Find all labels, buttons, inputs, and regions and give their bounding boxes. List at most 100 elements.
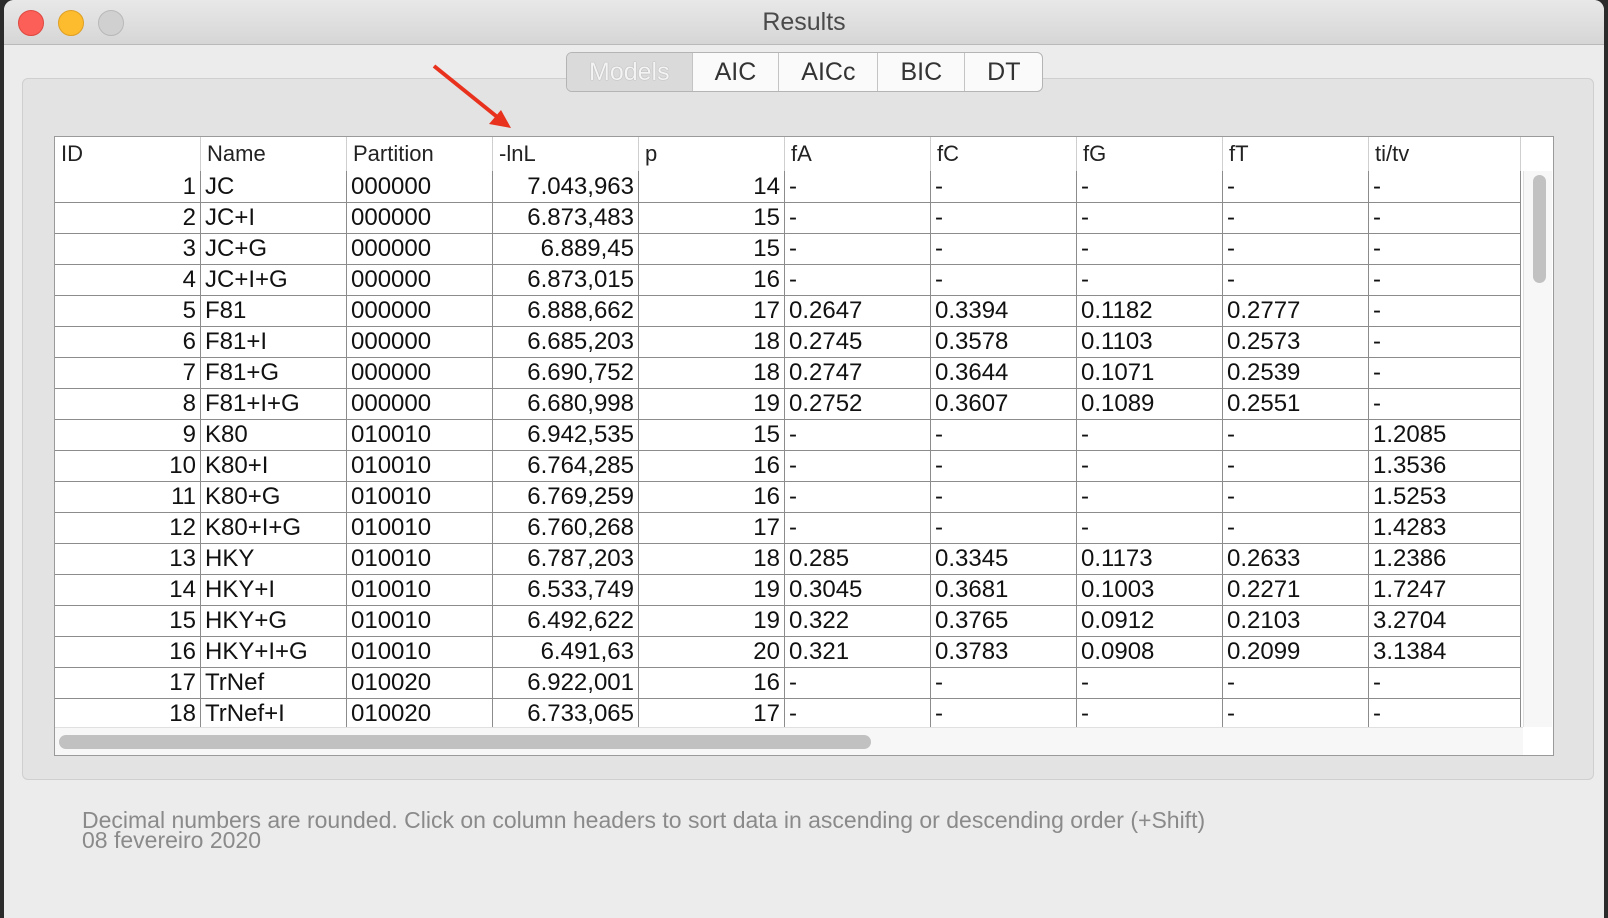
table-cell: 0.3345 — [931, 543, 1077, 574]
table-cell: JC+I — [201, 202, 347, 233]
tab-bic[interactable]: BIC — [877, 53, 964, 91]
table-cell: 0.2271 — [1223, 574, 1369, 605]
table-row[interactable]: 3 JC+G 000000 6.889,45 15- - - - - — [55, 233, 1521, 265]
table-cell: - — [785, 512, 931, 543]
title-bar[interactable]: Results — [4, 0, 1604, 45]
table-row[interactable]: 1 JC 000000 7.043,963 14- - - - - — [55, 171, 1521, 203]
tab-dt[interactable]: DT — [964, 53, 1042, 91]
column-header[interactable]: fA — [785, 137, 931, 171]
column-header[interactable]: ti/tv — [1369, 137, 1521, 171]
table-cell: 6.873,015 — [493, 264, 639, 295]
table-cell: 2 — [55, 202, 201, 233]
table-cell: - — [931, 667, 1077, 698]
column-header[interactable]: fC — [931, 137, 1077, 171]
table-row[interactable]: 18 TrNef+I 010020 6.733,065 17- - - - - — [55, 698, 1521, 730]
table-cell: 6.888,662 — [493, 295, 639, 326]
table-cell: 1 — [55, 171, 201, 202]
horizontal-scroll-thumb[interactable] — [59, 735, 871, 749]
table-cell: 6.685,203 — [493, 326, 639, 357]
table-cell: 6.690,752 — [493, 357, 639, 388]
table-cell: JC+I+G — [201, 264, 347, 295]
table-row[interactable]: 12 K80+I+G 010010 6.760,268 17- - - -1.4283 — [55, 512, 1521, 544]
table-cell: 0.0912 — [1077, 605, 1223, 636]
table-cell: HKY+I — [201, 574, 347, 605]
table-row[interactable]: 13 HKY 010010 6.787,203 18 0.285 0.3345 0.1173 0… — [55, 543, 1521, 575]
tab-models[interactable]: Models — [567, 53, 692, 91]
table-cell: - — [931, 233, 1077, 264]
table-cell: 0.322 — [785, 605, 931, 636]
column-header[interactable]: Partition — [347, 137, 493, 171]
column-header[interactable]: Name — [201, 137, 347, 171]
table-cell: 010010 — [347, 636, 493, 667]
table-cell: 0.2573 — [1223, 326, 1369, 357]
vertical-scrollbar[interactable] — [1523, 171, 1552, 727]
tab-bar: Models AIC AICc BIC DT — [566, 52, 1044, 92]
table-cell: 000000 — [347, 357, 493, 388]
table-cell: 6.787,203 — [493, 543, 639, 574]
table-cell: - — [931, 698, 1077, 729]
table-cell: K80+G — [201, 481, 347, 512]
column-header[interactable]: fT — [1223, 137, 1369, 171]
table-cell: 12 — [55, 512, 201, 543]
table-cell: 16 — [639, 450, 785, 481]
table-cell: TrNef — [201, 667, 347, 698]
table-cell: - — [1369, 233, 1521, 264]
table-cell: - — [1077, 698, 1223, 729]
table-cell: 0.3578 — [931, 326, 1077, 357]
table-row[interactable]: 5 F81 000000 6.888,662 17 0.2647 0.3394 0.1182 0… — [55, 295, 1521, 327]
table-row[interactable]: 16 HKY+I+G 010010 6.491,63 20 0.321 0.3783 0.09… — [55, 636, 1521, 668]
table-cell: 14 — [55, 574, 201, 605]
table-row[interactable]: 6 F81+I 000000 6.685,203 18 0.2745 0.3578 0.110… — [55, 326, 1521, 358]
table-cell: 3 — [55, 233, 201, 264]
table-cell: - — [785, 667, 931, 698]
table-cell: - — [1223, 419, 1369, 450]
table-cell: 0.1089 — [1077, 388, 1223, 419]
table-cell: - — [1369, 698, 1521, 729]
table-cell: 1.3536 — [1369, 450, 1521, 481]
table-row[interactable]: 2 JC+I 000000 6.873,483 15- - - - - — [55, 202, 1521, 234]
table-row[interactable]: 14 HKY+I 010010 6.533,749 19 0.3045 0.3681 0.10… — [55, 574, 1521, 606]
zoom-window-button[interactable] — [98, 10, 124, 36]
vertical-scroll-thumb[interactable] — [1533, 175, 1546, 283]
close-window-button[interactable] — [18, 10, 44, 36]
models-table: ID Name Partition -lnL p fA fC fG fT ti/tv 1 JC 000… — [54, 136, 1554, 756]
table-cell: 0.3045 — [785, 574, 931, 605]
table-cell: - — [931, 481, 1077, 512]
table-cell: - — [1223, 450, 1369, 481]
table-cell: 0.2103 — [1223, 605, 1369, 636]
tab-aicc[interactable]: AICc — [778, 53, 877, 91]
column-header[interactable]: -lnL — [493, 137, 639, 171]
table-cell: 0.1003 — [1077, 574, 1223, 605]
table-row[interactable]: 17 TrNef 010020 6.922,001 16- - - - - — [55, 667, 1521, 699]
table-cell: 15 — [639, 233, 785, 264]
tab-aic[interactable]: AIC — [691, 53, 779, 91]
table-cell: 1.4283 — [1369, 512, 1521, 543]
horizontal-scrollbar[interactable] — [55, 727, 1523, 755]
table-cell: 000000 — [347, 202, 493, 233]
table-cell: 0.3765 — [931, 605, 1077, 636]
table-row[interactable]: 11 K80+G 010010 6.769,259 16- - - -1.5253 — [55, 481, 1521, 513]
table-cell: K80 — [201, 419, 347, 450]
column-header[interactable]: ID — [55, 137, 201, 171]
table-cell: 010010 — [347, 512, 493, 543]
table-row[interactable]: 15 HKY+G 010010 6.492,622 19 0.322 0.3765 0.091… — [55, 605, 1521, 637]
table-row[interactable]: 7 F81+G 000000 6.690,752 18 0.2747 0.3644 0.107… — [55, 357, 1521, 389]
table-cell: - — [1077, 667, 1223, 698]
column-header[interactable]: p — [639, 137, 785, 171]
minimize-window-button[interactable] — [58, 10, 84, 36]
window-title: Results — [762, 8, 846, 36]
column-header[interactable]: fG — [1077, 137, 1223, 171]
table-cell: 0.0908 — [1077, 636, 1223, 667]
table-row[interactable]: 9 K80 010010 6.942,535 15- - - -1.2085 — [55, 419, 1521, 451]
table-cell: 6.942,535 — [493, 419, 639, 450]
table-cell: 0.1103 — [1077, 326, 1223, 357]
table-cell: 17 — [639, 295, 785, 326]
table-cell: 6.533,749 — [493, 574, 639, 605]
table-row[interactable]: 4 JC+I+G 000000 6.873,015 16- - - - - — [55, 264, 1521, 296]
table-cell: 0.3681 — [931, 574, 1077, 605]
table-cell: 0.1071 — [1077, 357, 1223, 388]
table-cell: 1.2386 — [1369, 543, 1521, 574]
table-row[interactable]: 8 F81+I+G 000000 6.680,998 19 0.2752 0.3607 0.1… — [55, 388, 1521, 420]
table-row[interactable]: 10 K80+I 010010 6.764,285 16- - - -1.3536 — [55, 450, 1521, 482]
table-cell: 000000 — [347, 171, 493, 202]
